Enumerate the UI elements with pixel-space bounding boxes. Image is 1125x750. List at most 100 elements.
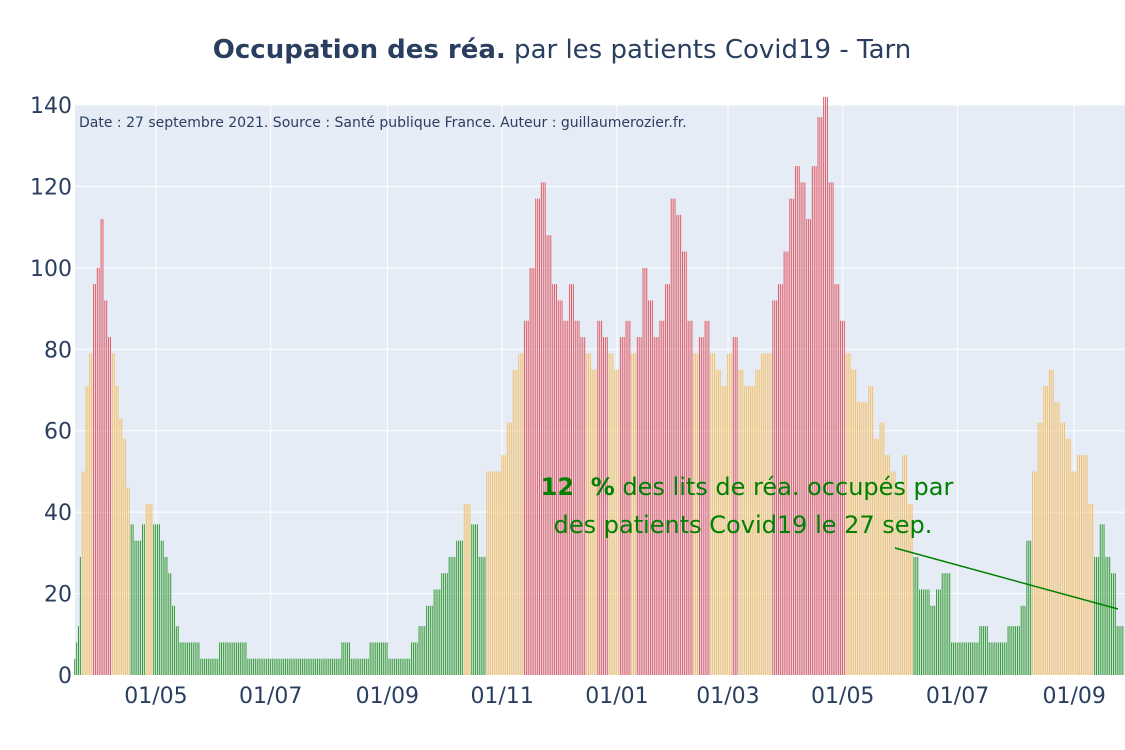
bar: [770, 353, 772, 675]
bar: [537, 198, 539, 675]
bar: [749, 385, 751, 675]
bar: [326, 658, 328, 675]
bar: [275, 658, 277, 675]
bar: [640, 337, 642, 675]
bar: [493, 471, 495, 675]
bar: [644, 267, 646, 675]
bar: [936, 589, 938, 675]
bar: [578, 320, 580, 675]
bar: [141, 524, 143, 675]
bar: [952, 642, 954, 675]
bar: [196, 642, 198, 675]
bar: [424, 626, 426, 675]
bar: [710, 353, 712, 675]
bar: [356, 658, 358, 675]
bar: [680, 214, 682, 675]
bar: [503, 455, 505, 675]
bar: [998, 642, 1000, 675]
bar: [708, 320, 710, 675]
bar: [335, 658, 337, 675]
bar: [1028, 540, 1030, 675]
bar: [826, 96, 828, 676]
bar: [452, 556, 454, 675]
bar: [292, 658, 294, 675]
bar: [444, 573, 446, 675]
bar: [303, 658, 305, 675]
bar: [888, 455, 891, 675]
bar: [779, 284, 781, 675]
bar: [330, 658, 332, 675]
bar: [109, 337, 111, 675]
bar: [360, 658, 362, 675]
bar: [740, 369, 742, 675]
bar: [706, 320, 708, 675]
bar: [1073, 471, 1075, 675]
bar: [448, 556, 450, 675]
bar: [491, 471, 493, 675]
bar: [956, 642, 958, 675]
bar: [616, 369, 618, 675]
bar: [211, 658, 213, 675]
bar: [79, 556, 81, 675]
bar: [947, 573, 949, 675]
bar: [1086, 455, 1088, 675]
bar: [674, 198, 676, 675]
bar: [219, 642, 221, 675]
bar: [386, 642, 388, 675]
bar: [586, 353, 588, 675]
bar: [830, 182, 832, 676]
bar: [789, 198, 791, 675]
bar: [91, 353, 93, 675]
bar: [855, 369, 857, 675]
bar: [93, 284, 95, 675]
bar: [1062, 422, 1064, 675]
bar: [172, 605, 174, 675]
bar: [857, 402, 859, 675]
bar: [804, 182, 806, 676]
bar: [572, 284, 574, 675]
bar: [966, 642, 968, 675]
bar: [836, 284, 838, 675]
bar: [973, 642, 975, 675]
bar: [920, 589, 923, 675]
bar: [205, 658, 207, 675]
bar: [294, 658, 296, 675]
bar: [296, 658, 298, 675]
bar: [587, 353, 589, 675]
bar: [629, 320, 631, 675]
bar: [426, 605, 428, 675]
bar: [958, 642, 960, 675]
bar: [475, 524, 477, 675]
bar: [435, 589, 437, 675]
y-axis-ticks: 0 20 40 60 80 100 120 140: [30, 94, 72, 689]
bar: [348, 642, 350, 675]
bar: [269, 658, 271, 675]
bar: [742, 369, 744, 675]
bar: [589, 353, 591, 675]
bar: [77, 626, 79, 675]
bar: [715, 369, 717, 675]
bar: [730, 353, 732, 675]
bar: [147, 504, 149, 675]
bar: [315, 658, 317, 675]
bar: [1022, 605, 1024, 675]
bar: [915, 556, 917, 675]
bar: [1007, 626, 1009, 675]
bar: [198, 642, 200, 675]
bar: [819, 117, 821, 675]
bar: [729, 353, 731, 675]
chart-title-rest: par les patients Covid19 - Tarn: [506, 35, 911, 65]
bar: [89, 353, 91, 675]
bar: [1032, 471, 1034, 675]
bar: [209, 658, 211, 675]
bar: [672, 198, 674, 675]
bar: [1067, 438, 1069, 675]
bar: [542, 182, 544, 676]
bar: [179, 642, 181, 675]
bar: [975, 642, 977, 675]
bar: [900, 487, 902, 675]
bar: [367, 658, 369, 675]
bar: [834, 284, 836, 675]
x-tick-label: 01/09: [356, 684, 419, 709]
bar: [1101, 524, 1103, 675]
